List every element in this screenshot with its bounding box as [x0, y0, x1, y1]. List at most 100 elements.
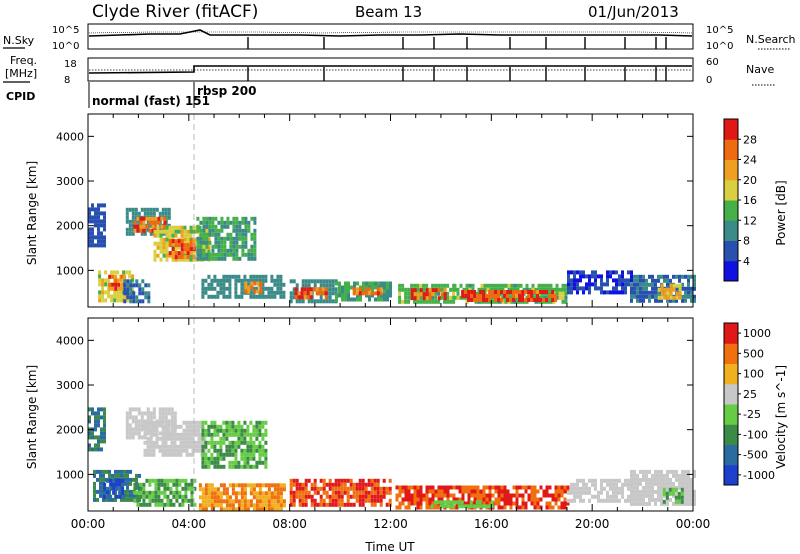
velocity-cell	[146, 415, 150, 420]
power-cell	[331, 279, 335, 284]
power-cell	[303, 287, 307, 292]
power-cell	[630, 278, 633, 283]
power-cell	[180, 251, 184, 256]
power-cell	[489, 283, 493, 288]
velocity-cell	[563, 485, 567, 490]
power-cell	[91, 231, 94, 236]
velocity-cell	[654, 481, 657, 486]
power-cell	[576, 282, 579, 287]
velocity-cell	[645, 485, 648, 490]
power-cell	[219, 278, 223, 283]
power-cell	[549, 287, 553, 292]
velocity-cell	[322, 486, 326, 491]
power-cell	[471, 283, 475, 288]
power-cell	[600, 282, 603, 287]
power-cell	[261, 286, 265, 291]
velocity-cell	[151, 498, 155, 503]
power-cell	[546, 283, 550, 288]
power-cell	[196, 248, 200, 253]
power-cell	[446, 283, 450, 288]
power-cell	[470, 290, 474, 294]
velocity-cell	[175, 478, 179, 483]
power-cell	[501, 287, 505, 292]
velocity-cell	[91, 447, 94, 452]
velocity-cell	[231, 444, 235, 449]
nsearch-label: N.Search	[746, 33, 796, 46]
velocity-cell	[96, 497, 99, 502]
velocity-cell	[313, 502, 317, 507]
power-cell	[525, 283, 529, 288]
power-region	[196, 216, 257, 261]
velocity-cell	[143, 432, 147, 437]
velocity-cell	[175, 498, 179, 503]
power-cell	[669, 291, 673, 296]
velocity-cell	[512, 501, 516, 506]
velocity-cell	[482, 501, 486, 506]
velocity-cell	[187, 498, 191, 503]
power-cell	[244, 285, 248, 290]
power-cell	[693, 282, 696, 287]
velocity-cell	[219, 428, 223, 433]
velocity-cell	[684, 481, 687, 486]
power-cell	[501, 295, 505, 300]
velocity-cell	[579, 498, 582, 503]
velocity-cell	[264, 420, 268, 425]
power-cell	[419, 292, 423, 297]
velocity-cell	[100, 407, 103, 412]
velocity-cell	[204, 483, 208, 488]
power-cell	[328, 295, 332, 300]
power-cell	[229, 236, 233, 241]
power-cell	[564, 295, 568, 300]
velocity-cell	[289, 478, 293, 483]
velocity-cell	[96, 469, 99, 474]
velocity-cell	[690, 481, 693, 486]
power-cell	[690, 286, 693, 291]
velocity-cell	[594, 478, 597, 483]
power-cell	[464, 294, 468, 298]
velocity-cell	[436, 500, 440, 505]
power-cell	[113, 290, 117, 295]
velocity-cell	[548, 493, 552, 498]
power-cell	[546, 287, 550, 292]
power-cell	[123, 274, 127, 279]
power-cell	[204, 229, 208, 234]
velocity-cell	[123, 469, 126, 474]
velocity-cell	[606, 494, 609, 499]
power-cell	[316, 279, 320, 284]
velocity-cell	[267, 495, 271, 500]
velocity-cell	[497, 485, 501, 490]
power-cell	[240, 294, 244, 299]
velocity-cell	[88, 447, 91, 452]
power-cell	[609, 270, 612, 275]
velocity-cell	[200, 440, 204, 445]
velocity-cell	[582, 490, 585, 495]
velocity-cell	[464, 485, 468, 490]
power-cell	[512, 290, 516, 294]
power-cell	[240, 286, 244, 291]
power-cell	[374, 297, 377, 302]
power-cell	[666, 287, 670, 292]
velocity-cell	[261, 420, 265, 425]
power-cell	[123, 299, 127, 304]
velocity-cell	[94, 447, 97, 452]
power-cell	[443, 292, 447, 297]
power-cell	[241, 236, 245, 241]
velocity-ytick-label: 4000	[56, 334, 84, 347]
velocity-cell	[204, 452, 208, 457]
power-cell	[180, 243, 184, 248]
velocity-cell	[488, 489, 492, 494]
velocity-cell	[179, 436, 183, 441]
power-cell	[364, 287, 368, 292]
power-cell	[416, 292, 420, 297]
velocity-cell	[190, 482, 194, 487]
power-cell	[183, 257, 187, 262]
velocity-cell	[125, 411, 129, 416]
power-cell	[156, 253, 160, 258]
velocity-cell	[457, 500, 461, 505]
velocity-cell	[188, 440, 192, 445]
power-cell	[413, 288, 417, 293]
velocity-cell	[191, 452, 195, 457]
power-cell	[100, 211, 103, 216]
power-cell	[630, 274, 633, 279]
velocity-cell	[164, 428, 168, 433]
